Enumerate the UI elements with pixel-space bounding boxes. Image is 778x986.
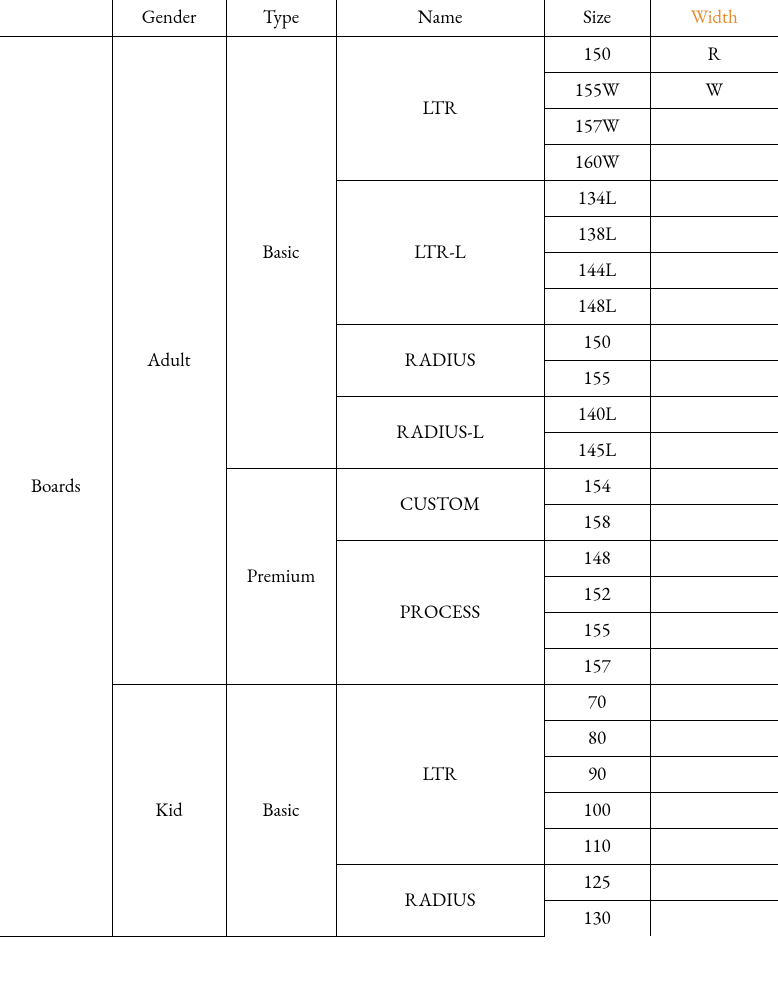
- cell-size: 155W: [544, 72, 650, 108]
- cell-size: 160W: [544, 144, 650, 180]
- cell-width: [650, 504, 778, 540]
- cell-size: 130: [544, 900, 650, 936]
- cell-width: [650, 612, 778, 648]
- cell-width: [650, 360, 778, 396]
- cell-name: LTR: [336, 36, 544, 180]
- cell-size: 70: [544, 684, 650, 720]
- cell-type: Basic: [226, 36, 336, 468]
- cell-width: [650, 540, 778, 576]
- cell-width: [650, 432, 778, 468]
- cell-width: [650, 684, 778, 720]
- cell-size: 158: [544, 504, 650, 540]
- cell-type: Basic: [226, 684, 336, 936]
- cell-width: [650, 648, 778, 684]
- cell-name: LTR: [336, 684, 544, 864]
- cell-width: [650, 216, 778, 252]
- cell-name: RADIUS: [336, 324, 544, 396]
- cell-size: 157: [544, 648, 650, 684]
- cell-size: 155: [544, 360, 650, 396]
- cell-size: 154: [544, 468, 650, 504]
- cell-width: W: [650, 72, 778, 108]
- cell-width: [650, 324, 778, 360]
- cell-width: [650, 288, 778, 324]
- cell-type: Premium: [226, 468, 336, 684]
- cell-width: R: [650, 36, 778, 72]
- cell-width: [650, 792, 778, 828]
- cell-gender: Kid: [112, 684, 226, 936]
- cell-width: [650, 108, 778, 144]
- cell-size: 145L: [544, 432, 650, 468]
- cell-name: LTR-L: [336, 180, 544, 324]
- cell-size: 125: [544, 864, 650, 900]
- col-header-category: [0, 0, 112, 36]
- cell-size: 150: [544, 36, 650, 72]
- cell-width: [650, 720, 778, 756]
- boards-table: Gender Type Name Size Width BoardsAdultB…: [0, 0, 778, 937]
- cell-size: 140L: [544, 396, 650, 432]
- cell-size: 90: [544, 756, 650, 792]
- boards-table-body: BoardsAdultBasicLTR150R155WW157W160WLTR-…: [0, 36, 778, 936]
- cell-width: [650, 756, 778, 792]
- cell-size: 100: [544, 792, 650, 828]
- col-header-size: Size: [544, 0, 650, 36]
- cell-size: 148: [544, 540, 650, 576]
- table-header-row: Gender Type Name Size Width: [0, 0, 778, 36]
- cell-gender: Adult: [112, 36, 226, 684]
- cell-width: [650, 828, 778, 864]
- col-header-gender: Gender: [112, 0, 226, 36]
- cell-size: 155: [544, 612, 650, 648]
- cell-size: 144L: [544, 252, 650, 288]
- cell-width: [650, 468, 778, 504]
- cell-width: [650, 900, 778, 936]
- cell-name: PROCESS: [336, 540, 544, 684]
- cell-width: [650, 864, 778, 900]
- cell-size: 110: [544, 828, 650, 864]
- col-header-name: Name: [336, 0, 544, 36]
- cell-size: 80: [544, 720, 650, 756]
- cell-size: 134L: [544, 180, 650, 216]
- cell-name: RADIUS-L: [336, 396, 544, 468]
- cell-width: [650, 180, 778, 216]
- col-header-type: Type: [226, 0, 336, 36]
- table-row: KidBasicLTR70: [0, 684, 778, 720]
- cell-name: RADIUS: [336, 864, 544, 936]
- cell-width: [650, 576, 778, 612]
- cell-name: CUSTOM: [336, 468, 544, 540]
- cell-size: 150: [544, 324, 650, 360]
- cell-size: 152: [544, 576, 650, 612]
- cell-width: [650, 144, 778, 180]
- cell-width: [650, 252, 778, 288]
- table-row: BoardsAdultBasicLTR150R: [0, 36, 778, 72]
- cell-size: 138L: [544, 216, 650, 252]
- col-header-width: Width: [650, 0, 778, 36]
- cell-width: [650, 396, 778, 432]
- cell-category: Boards: [0, 36, 112, 936]
- cell-size: 157W: [544, 108, 650, 144]
- cell-size: 148L: [544, 288, 650, 324]
